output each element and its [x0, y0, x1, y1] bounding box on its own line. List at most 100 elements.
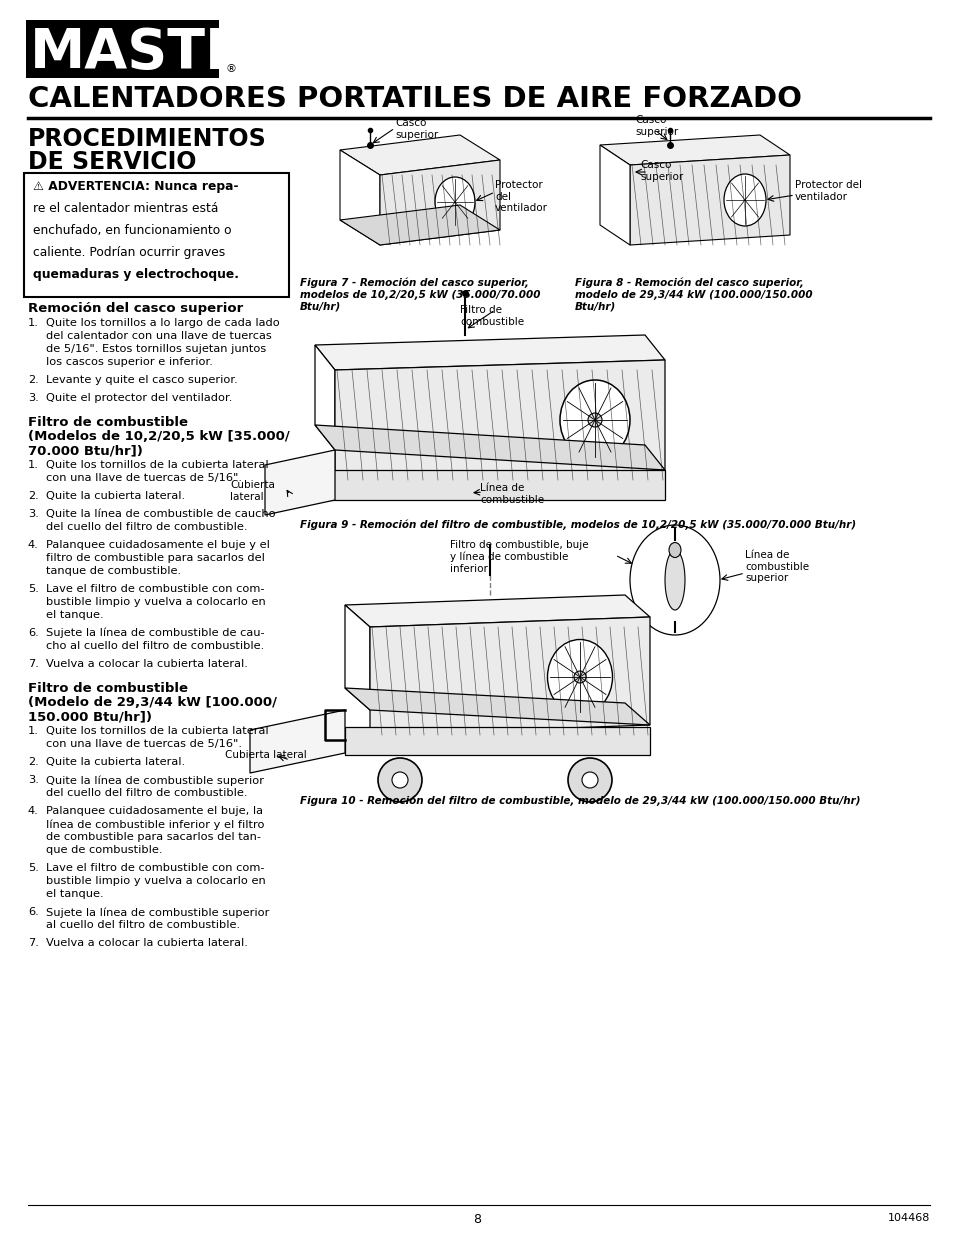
Text: Figura 7 - Remoción del casco superior,
modelos de 10,2/20,5 kW (35.000/70.000
B: Figura 7 - Remoción del casco superior, … [299, 278, 540, 311]
Text: del cuello del filtro de combustible.: del cuello del filtro de combustible. [46, 788, 247, 798]
Text: Casco
superior: Casco superior [639, 161, 682, 182]
Text: (Modelos de 10,2/20,5 kW [35.000/: (Modelos de 10,2/20,5 kW [35.000/ [28, 430, 290, 443]
Text: Filtro de
combustible: Filtro de combustible [459, 305, 523, 326]
Text: 8: 8 [473, 1213, 480, 1226]
Text: cho al cuello del filtro de combustible.: cho al cuello del filtro de combustible. [46, 641, 264, 651]
Bar [314, 471, 664, 500]
Text: 3.: 3. [28, 509, 39, 519]
Circle shape [392, 772, 408, 788]
Text: Protector del
ventilador: Protector del ventilador [794, 180, 862, 201]
Text: del cuello del filtro de combustible.: del cuello del filtro de combustible. [46, 522, 247, 532]
Polygon shape [629, 156, 789, 245]
Circle shape [377, 758, 421, 802]
Text: el tanque.: el tanque. [46, 610, 104, 620]
FancyBboxPatch shape [24, 173, 289, 296]
Text: Palanquee cuidadosamente el buje, la: Palanquee cuidadosamente el buje, la [46, 806, 263, 816]
Text: ⚠ ADVERTENCIA: Nunca repa-: ⚠ ADVERTENCIA: Nunca repa- [33, 180, 238, 193]
Text: 1.: 1. [28, 726, 39, 736]
Polygon shape [314, 425, 664, 471]
Text: Figura 8 - Remoción del casco superior,
modelo de 29,3/44 kW (100.000/150.000
Bt: Figura 8 - Remoción del casco superior, … [575, 278, 812, 311]
Text: 1.: 1. [28, 459, 39, 471]
Text: Casco
superior: Casco superior [635, 115, 678, 137]
Text: de combustible para sacarlos del tan-: de combustible para sacarlos del tan- [46, 832, 261, 842]
Circle shape [587, 412, 601, 427]
Polygon shape [345, 595, 649, 627]
Text: Quite la línea de combustible superior: Quite la línea de combustible superior [46, 776, 264, 785]
Text: tanque de combustible.: tanque de combustible. [46, 566, 181, 576]
Polygon shape [250, 710, 345, 773]
Text: 150.000 Btu/hr]): 150.000 Btu/hr]) [28, 710, 152, 722]
Text: Quite la cubierta lateral.: Quite la cubierta lateral. [46, 757, 185, 767]
Text: con una llave de tuercas de 5/16".: con una llave de tuercas de 5/16". [46, 739, 242, 748]
Text: ®: ® [226, 64, 236, 74]
Polygon shape [345, 688, 649, 725]
Text: Figura 9 - Remoción del filtro de combustible, modelos de 10,2/20,5 kW (35.000/7: Figura 9 - Remoción del filtro de combus… [299, 520, 855, 531]
Text: Filtro de combustible, buje
y línea de combustible
inferior: Filtro de combustible, buje y línea de c… [450, 540, 588, 574]
Text: 70.000 Btu/hr]): 70.000 Btu/hr]) [28, 445, 143, 457]
Ellipse shape [664, 550, 684, 610]
Text: Quite los tornillos a lo largo de cada lado: Quite los tornillos a lo largo de cada l… [46, 317, 279, 329]
Text: 6.: 6. [28, 906, 39, 918]
Text: Remoción del casco superior: Remoción del casco superior [28, 303, 243, 315]
Text: enchufado, en funcionamiento o: enchufado, en funcionamiento o [33, 224, 232, 237]
Text: Levante y quite el casco superior.: Levante y quite el casco superior. [46, 375, 237, 385]
Text: al cuello del filtro de combustible.: al cuello del filtro de combustible. [46, 920, 240, 930]
Polygon shape [335, 359, 664, 480]
Text: Sujete la línea de combustible de cau-: Sujete la línea de combustible de cau- [46, 629, 264, 638]
Text: Línea de
combustible
superior: Línea de combustible superior [744, 550, 808, 583]
Text: Filtro de combustible: Filtro de combustible [28, 682, 188, 695]
Text: Cubierta lateral: Cubierta lateral [225, 750, 307, 760]
Text: del calentador con una llave de tuercas: del calentador con una llave de tuercas [46, 331, 272, 341]
Text: Casco
superior: Casco superior [395, 119, 437, 140]
Text: Protector
del
ventilador: Protector del ventilador [495, 180, 547, 214]
Text: 4.: 4. [28, 806, 39, 816]
Text: Sujete la línea de combustible superior: Sujete la línea de combustible superior [46, 906, 269, 918]
Text: (Modelo de 29,3/44 kW [100.000/: (Modelo de 29,3/44 kW [100.000/ [28, 697, 276, 709]
Polygon shape [370, 618, 649, 735]
Text: 104468: 104468 [886, 1213, 929, 1223]
Circle shape [567, 758, 612, 802]
Text: caliente. Podrían ocurrir graves: caliente. Podrían ocurrir graves [33, 246, 225, 259]
Text: Vuelva a colocar la cubierta lateral.: Vuelva a colocar la cubierta lateral. [46, 939, 248, 948]
Polygon shape [265, 450, 335, 515]
Text: CALENTADORES PORTATILES DE AIRE FORZADO: CALENTADORES PORTATILES DE AIRE FORZADO [28, 85, 801, 112]
Text: 5.: 5. [28, 863, 39, 873]
Text: Figura 10 - Remoción del filtro de combustible, modelo de 29,3/44 kW (100.000/15: Figura 10 - Remoción del filtro de combu… [299, 795, 860, 805]
Text: Quite los tornillos de la cubierta lateral: Quite los tornillos de la cubierta later… [46, 726, 269, 736]
Text: re el calentador mientras está: re el calentador mientras está [33, 203, 218, 215]
Text: que de combustible.: que de combustible. [46, 845, 162, 855]
Text: bustible limpio y vuelva a colocarlo en: bustible limpio y vuelva a colocarlo en [46, 876, 266, 885]
Text: 3.: 3. [28, 393, 39, 403]
Circle shape [574, 671, 585, 683]
Text: Palanquee cuidadosamente el buje y el: Palanquee cuidadosamente el buje y el [46, 540, 270, 550]
Text: 5.: 5. [28, 584, 39, 594]
Text: los cascos superior e inferior.: los cascos superior e inferior. [46, 357, 213, 367]
Polygon shape [339, 149, 379, 245]
Polygon shape [339, 135, 499, 175]
Text: Quite el protector del ventilador.: Quite el protector del ventilador. [46, 393, 233, 403]
Text: filtro de combustible para sacarlos del: filtro de combustible para sacarlos del [46, 553, 265, 563]
Polygon shape [379, 161, 499, 245]
Bar [345, 727, 649, 755]
Polygon shape [314, 335, 664, 370]
Text: Lave el filtro de combustible con com-: Lave el filtro de combustible con com- [46, 584, 264, 594]
Text: 3.: 3. [28, 776, 39, 785]
Polygon shape [339, 205, 499, 245]
Text: 7.: 7. [28, 659, 39, 669]
Text: Quite los tornillos de la cubierta lateral: Quite los tornillos de la cubierta later… [46, 459, 269, 471]
Text: Lave el filtro de combustible con com-: Lave el filtro de combustible con com- [46, 863, 264, 873]
Polygon shape [599, 144, 629, 245]
Ellipse shape [723, 174, 765, 226]
Text: 7.: 7. [28, 939, 39, 948]
Text: el tanque.: el tanque. [46, 889, 104, 899]
Text: DE SERVICIO: DE SERVICIO [28, 149, 196, 174]
Polygon shape [314, 345, 335, 450]
Text: Filtro de combustible: Filtro de combustible [28, 416, 188, 429]
Ellipse shape [435, 177, 475, 227]
Text: PROCEDIMIENTOS: PROCEDIMIENTOS [28, 127, 267, 151]
Text: Cubierta
lateral: Cubierta lateral [230, 480, 274, 501]
Polygon shape [345, 605, 370, 710]
Ellipse shape [547, 640, 612, 715]
Text: línea de combustible inferior y el filtro: línea de combustible inferior y el filtr… [46, 819, 264, 830]
Bar [26, 20, 219, 78]
